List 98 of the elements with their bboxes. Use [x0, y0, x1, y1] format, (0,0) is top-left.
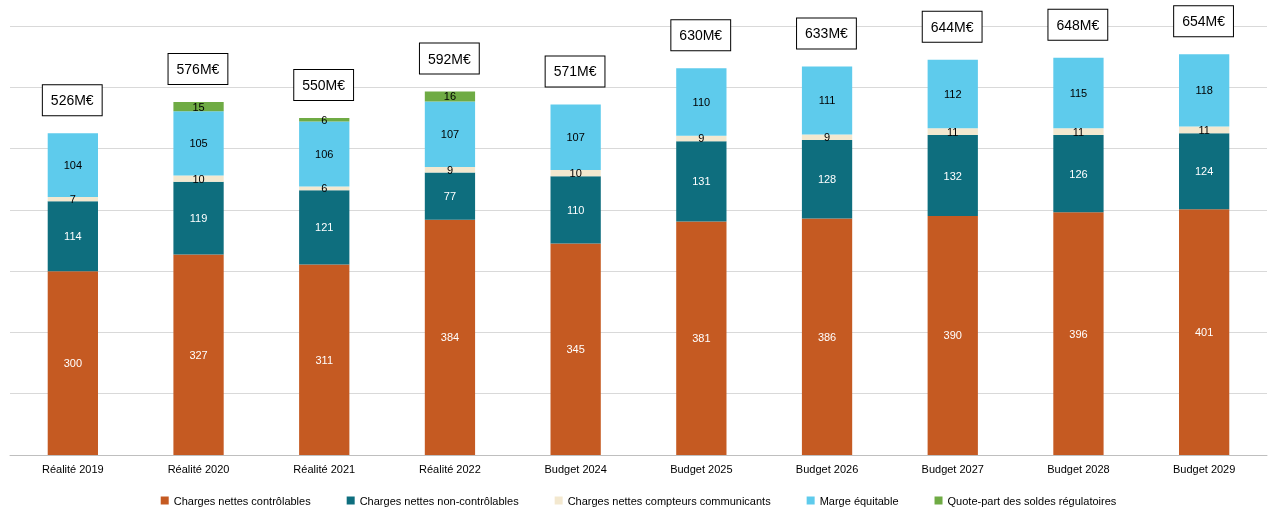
- data-label: 11: [1072, 125, 1085, 138]
- bar: [927, 215, 978, 455]
- data-label: 345: [566, 343, 585, 356]
- total-label: 644M€: [930, 18, 974, 35]
- data-label: 115: [1069, 87, 1088, 100]
- legend-label: Charges nettes contrôlables: [173, 494, 312, 507]
- total-label: 633M€: [805, 25, 849, 42]
- data-label: 300: [63, 357, 83, 370]
- data-label: 110: [566, 203, 585, 216]
- data-label: 118: [1195, 84, 1213, 97]
- data-label: 6: [321, 182, 328, 195]
- bar: [1179, 54, 1230, 127]
- x-tick-label: Réalité 2019: [41, 462, 104, 475]
- data-label: 111: [818, 94, 836, 107]
- bar: [47, 271, 98, 455]
- data-label: 106: [315, 148, 334, 161]
- data-label: 132: [943, 169, 962, 182]
- data-label: 114: [64, 230, 82, 243]
- data-label: 124: [1194, 165, 1214, 178]
- bar: [173, 254, 224, 455]
- total-label: 571M€: [553, 63, 597, 80]
- total-label: 526M€: [50, 92, 94, 109]
- bar: [927, 59, 978, 129]
- bar: [299, 264, 350, 455]
- total-label: 630M€: [679, 27, 723, 44]
- data-label: 10: [569, 167, 582, 180]
- data-label: 126: [1069, 167, 1088, 180]
- data-label: 327: [189, 348, 208, 361]
- bar: [676, 221, 727, 455]
- bar: [550, 104, 601, 171]
- data-label: 9: [446, 163, 454, 176]
- bar: [1179, 133, 1230, 210]
- bar: [550, 243, 601, 455]
- x-tick-label: Budget 2026: [795, 462, 859, 475]
- data-label: 128: [817, 173, 837, 186]
- bar: [47, 201, 98, 272]
- bar: [801, 66, 853, 135]
- bar: [801, 139, 853, 219]
- bar: [1053, 135, 1104, 213]
- bar: [676, 141, 727, 222]
- data-label: 107: [566, 131, 585, 144]
- legend-label: Quote-part des soldes régulatoires: [947, 494, 1117, 507]
- data-label: 311: [315, 353, 334, 366]
- bar: [1053, 128, 1104, 136]
- data-label: 6: [321, 113, 328, 126]
- data-label: 110: [692, 95, 711, 108]
- x-tick-label: Budget 2027: [921, 462, 984, 475]
- bar: [927, 128, 978, 136]
- bar: [1053, 57, 1104, 129]
- data-label: 105: [189, 137, 208, 150]
- data-label: 131: [692, 175, 711, 188]
- bar: [676, 68, 727, 136]
- data-label: 401: [1194, 326, 1214, 339]
- data-label: 121: [315, 221, 334, 234]
- data-label: 11: [947, 125, 959, 138]
- data-label: 384: [440, 331, 460, 344]
- bar: [173, 111, 224, 176]
- x-tick-label: Réalité 2020: [167, 462, 230, 475]
- x-tick-label: Réalité 2021: [293, 462, 356, 475]
- x-tick-label: Budget 2025: [670, 462, 733, 475]
- legend-label: Marge équitable: [819, 494, 899, 507]
- data-label: 381: [692, 332, 711, 345]
- bar: [47, 133, 98, 197]
- bar: [1179, 209, 1230, 455]
- total-label: 654M€: [1182, 13, 1226, 30]
- data-label: 386: [817, 330, 837, 343]
- data-label: 16: [443, 90, 457, 103]
- bar: [173, 181, 224, 255]
- data-label: 390: [943, 329, 962, 342]
- bar: [927, 135, 978, 216]
- total-label: 550M€: [302, 76, 346, 93]
- bar: [1053, 212, 1104, 455]
- bar: [801, 218, 853, 455]
- x-tick-label: Budget 2024: [544, 462, 607, 475]
- x-tick-label: Réalité 2022: [419, 462, 481, 475]
- bar: [424, 219, 476, 455]
- data-label: 396: [1069, 327, 1088, 340]
- data-label: 119: [189, 212, 208, 225]
- data-label: 10: [192, 172, 205, 185]
- total-label: 592M€: [427, 50, 471, 67]
- data-label: 107: [440, 128, 460, 141]
- bar: [424, 101, 476, 167]
- data-label: 77: [443, 190, 457, 203]
- bar: [299, 117, 350, 122]
- bar: [550, 176, 601, 244]
- data-label: 112: [943, 88, 962, 101]
- legend-label: Charges nettes non-contrôlables: [359, 494, 520, 507]
- bar: [299, 190, 350, 265]
- bar: [424, 172, 476, 220]
- data-label: 9: [698, 132, 705, 145]
- total-label: 576M€: [176, 60, 220, 77]
- data-label: 15: [192, 100, 205, 113]
- legend-label: Charges nettes compteurs communicants: [567, 494, 772, 507]
- x-tick-label: Budget 2028: [1047, 462, 1110, 475]
- data-label: 104: [63, 159, 83, 172]
- total-label: 648M€: [1056, 16, 1100, 33]
- x-tick-label: Budget 2029: [1172, 462, 1236, 475]
- data-label: 11: [1198, 123, 1210, 136]
